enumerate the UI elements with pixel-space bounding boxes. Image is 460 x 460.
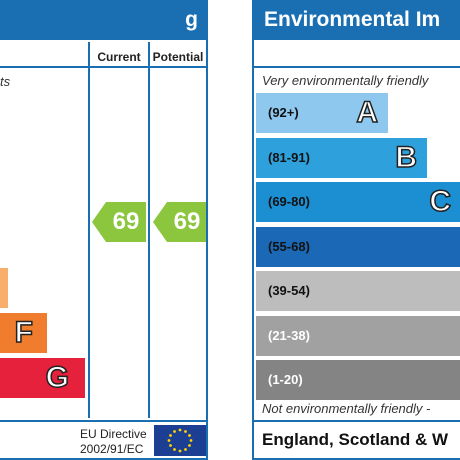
- potential-column-header: Potential: [152, 50, 204, 64]
- env-band-range: (81-91): [268, 149, 310, 165]
- env-band-7: (1-20): [256, 360, 460, 400]
- env-band-range: (21-38): [268, 327, 310, 343]
- env-band-5: (39-54): [256, 271, 460, 311]
- env-band-4: (55-68)D: [256, 226, 460, 267]
- env-band-letter: B: [395, 140, 418, 175]
- environmental-impact-panel: Environmental Im Very environmentally fr…: [252, 0, 460, 460]
- env-band-range: (1-20): [268, 372, 303, 387]
- energy-panel-title: g: [0, 0, 206, 40]
- env-band-range: (92+): [268, 105, 299, 120]
- env-band-letter: A: [356, 95, 379, 130]
- eu-flag-icon: [154, 425, 206, 456]
- eu-directive-line1: EU Directive: [80, 427, 147, 441]
- energy-subtitle-fragment: ts: [0, 74, 11, 89]
- env-bottom-note: Not environmentally friendly -: [262, 401, 431, 416]
- current-column-divider: [88, 42, 90, 418]
- potential-rating-value: 69: [173, 208, 201, 235]
- potential-column-divider: [148, 42, 150, 418]
- energy-band-g-letter: G: [45, 360, 70, 395]
- eu-directive-text: EU Directive 2002/91/EC: [80, 427, 147, 457]
- eu-directive-line2: 2002/91/EC: [80, 442, 144, 456]
- energy-rating-panel: g Current Potential ts F G 69 69 EU Dire…: [0, 0, 208, 460]
- env-band-3: (69-80) C: [256, 182, 460, 222]
- energy-band-g: G: [0, 358, 85, 398]
- env-top-note: Very environmentally friendly: [262, 73, 429, 88]
- current-column-header: Current: [97, 50, 141, 64]
- energy-band-f-letter: F: [14, 315, 34, 350]
- env-footer-divider: [254, 420, 460, 422]
- env-header-divider: [254, 66, 460, 68]
- energy-footer-divider: [0, 420, 206, 422]
- env-band-range: (39-54): [268, 283, 310, 298]
- energy-band-e: [0, 268, 8, 308]
- environmental-panel-title: Environmental Im: [254, 0, 460, 40]
- env-footer-region: England, Scotland & W: [262, 430, 449, 449]
- current-rating-value: 69: [112, 208, 140, 235]
- current-rating-arrow: [92, 202, 146, 242]
- header-divider: [0, 66, 206, 68]
- env-band-range: (55-68): [268, 238, 310, 254]
- potential-rating-arrow: [153, 202, 206, 242]
- env-band-letter: C: [429, 184, 452, 219]
- env-band-1: (92+) A: [256, 93, 388, 133]
- energy-band-f: F: [0, 313, 47, 353]
- env-band-range: (69-80): [268, 194, 310, 209]
- env-band-6: (21-38): [256, 315, 460, 356]
- energy-title-fragment: g: [185, 8, 198, 31]
- env-band-2: (81-91) B: [256, 137, 427, 178]
